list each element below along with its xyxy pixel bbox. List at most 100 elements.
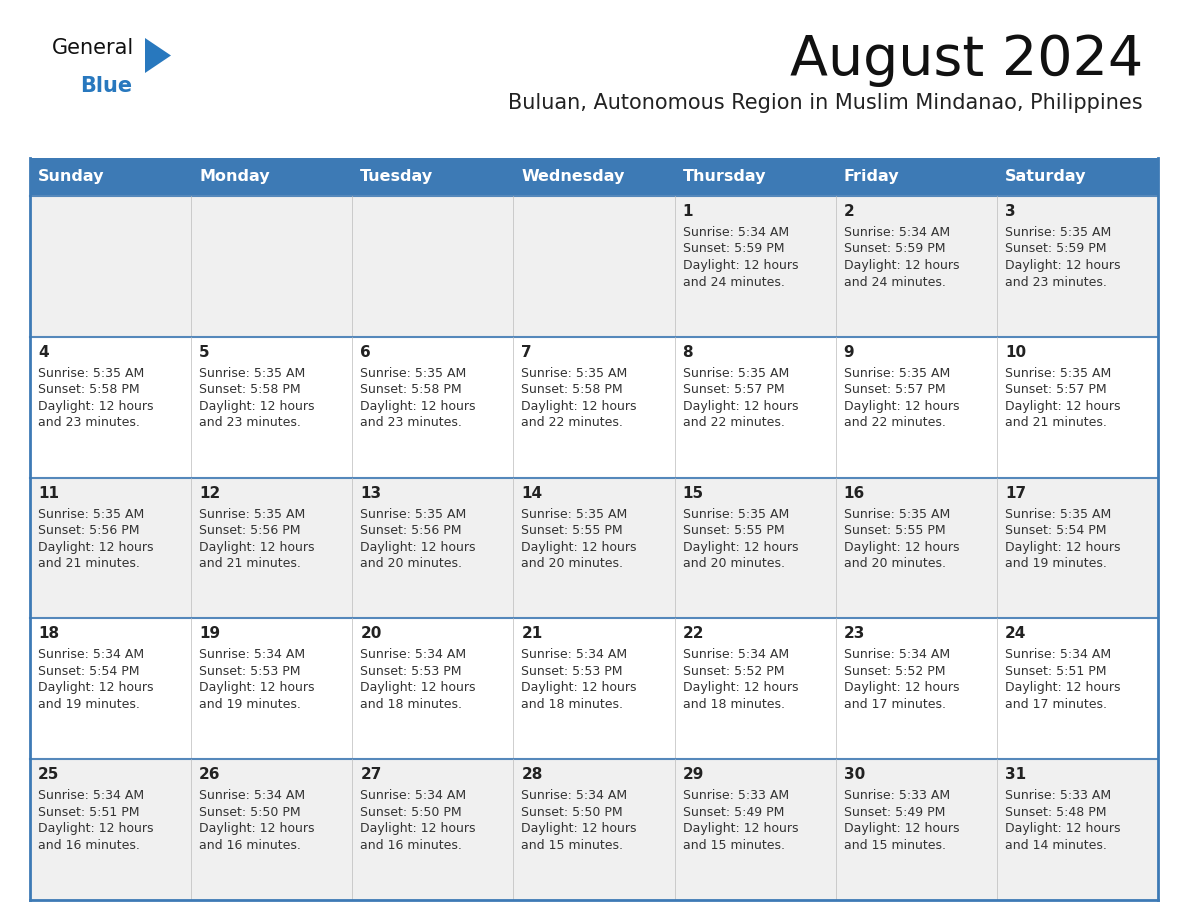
Text: Sunrise: 5:35 AM: Sunrise: 5:35 AM xyxy=(38,508,144,521)
Bar xyxy=(30,196,1158,337)
Text: 11: 11 xyxy=(38,486,59,500)
Text: 29: 29 xyxy=(683,767,704,782)
Text: Daylight: 12 hours: Daylight: 12 hours xyxy=(843,541,959,554)
Text: 17: 17 xyxy=(1005,486,1026,500)
Text: Sunset: 5:58 PM: Sunset: 5:58 PM xyxy=(200,384,301,397)
Text: Sunrise: 5:35 AM: Sunrise: 5:35 AM xyxy=(200,367,305,380)
Text: Sunset: 5:50 PM: Sunset: 5:50 PM xyxy=(360,806,462,819)
Text: Sunrise: 5:33 AM: Sunrise: 5:33 AM xyxy=(843,789,950,802)
Text: and 16 minutes.: and 16 minutes. xyxy=(360,839,462,852)
Text: Saturday: Saturday xyxy=(1005,170,1086,185)
Text: 12: 12 xyxy=(200,486,221,500)
Text: 27: 27 xyxy=(360,767,381,782)
Text: and 20 minutes.: and 20 minutes. xyxy=(522,557,624,570)
Text: Daylight: 12 hours: Daylight: 12 hours xyxy=(683,541,798,554)
Text: 14: 14 xyxy=(522,486,543,500)
Text: Sunset: 5:59 PM: Sunset: 5:59 PM xyxy=(683,242,784,255)
Text: Daylight: 12 hours: Daylight: 12 hours xyxy=(360,400,475,413)
Text: and 21 minutes.: and 21 minutes. xyxy=(1005,416,1107,430)
Text: and 16 minutes.: and 16 minutes. xyxy=(200,839,301,852)
Polygon shape xyxy=(145,38,171,73)
Text: Sunset: 5:49 PM: Sunset: 5:49 PM xyxy=(683,806,784,819)
Text: Daylight: 12 hours: Daylight: 12 hours xyxy=(38,681,153,694)
Text: and 16 minutes.: and 16 minutes. xyxy=(38,839,140,852)
Text: Daylight: 12 hours: Daylight: 12 hours xyxy=(1005,259,1120,272)
Text: 22: 22 xyxy=(683,626,704,642)
Text: and 17 minutes.: and 17 minutes. xyxy=(1005,698,1107,711)
Text: 1: 1 xyxy=(683,204,693,219)
Text: Sunrise: 5:35 AM: Sunrise: 5:35 AM xyxy=(522,508,627,521)
Text: Sunset: 5:54 PM: Sunset: 5:54 PM xyxy=(1005,524,1106,537)
Text: Monday: Monday xyxy=(200,170,270,185)
Text: 30: 30 xyxy=(843,767,865,782)
Text: 10: 10 xyxy=(1005,345,1026,360)
Text: Sunrise: 5:34 AM: Sunrise: 5:34 AM xyxy=(360,648,467,661)
Text: Sunset: 5:57 PM: Sunset: 5:57 PM xyxy=(683,384,784,397)
Text: Daylight: 12 hours: Daylight: 12 hours xyxy=(360,823,475,835)
Text: Sunset: 5:52 PM: Sunset: 5:52 PM xyxy=(843,665,946,677)
Text: 5: 5 xyxy=(200,345,210,360)
Text: and 17 minutes.: and 17 minutes. xyxy=(843,698,946,711)
Text: August 2024: August 2024 xyxy=(790,33,1143,87)
Text: Daylight: 12 hours: Daylight: 12 hours xyxy=(843,823,959,835)
Text: Daylight: 12 hours: Daylight: 12 hours xyxy=(522,823,637,835)
Text: and 23 minutes.: and 23 minutes. xyxy=(1005,275,1107,288)
Text: Sunrise: 5:34 AM: Sunrise: 5:34 AM xyxy=(522,648,627,661)
Text: 3: 3 xyxy=(1005,204,1016,219)
Text: and 15 minutes.: and 15 minutes. xyxy=(843,839,946,852)
Text: and 20 minutes.: and 20 minutes. xyxy=(843,557,946,570)
Bar xyxy=(30,477,1158,619)
Text: and 22 minutes.: and 22 minutes. xyxy=(522,416,624,430)
Text: 26: 26 xyxy=(200,767,221,782)
Text: Sunset: 5:58 PM: Sunset: 5:58 PM xyxy=(522,384,623,397)
Bar xyxy=(30,337,1158,477)
Text: 31: 31 xyxy=(1005,767,1026,782)
Text: and 22 minutes.: and 22 minutes. xyxy=(843,416,946,430)
Text: Sunset: 5:49 PM: Sunset: 5:49 PM xyxy=(843,806,946,819)
Text: Daylight: 12 hours: Daylight: 12 hours xyxy=(683,681,798,694)
Bar xyxy=(353,158,513,196)
Text: Sunset: 5:56 PM: Sunset: 5:56 PM xyxy=(38,524,139,537)
Text: Daylight: 12 hours: Daylight: 12 hours xyxy=(38,541,153,554)
Text: Sunrise: 5:34 AM: Sunrise: 5:34 AM xyxy=(200,789,305,802)
Text: Daylight: 12 hours: Daylight: 12 hours xyxy=(360,541,475,554)
Text: and 23 minutes.: and 23 minutes. xyxy=(200,416,301,430)
Text: Sunrise: 5:35 AM: Sunrise: 5:35 AM xyxy=(38,367,144,380)
Text: 21: 21 xyxy=(522,626,543,642)
Text: and 24 minutes.: and 24 minutes. xyxy=(683,275,784,288)
Text: Sunrise: 5:35 AM: Sunrise: 5:35 AM xyxy=(1005,367,1111,380)
Text: Daylight: 12 hours: Daylight: 12 hours xyxy=(38,823,153,835)
Bar xyxy=(513,158,675,196)
Text: Daylight: 12 hours: Daylight: 12 hours xyxy=(1005,823,1120,835)
Text: Sunrise: 5:34 AM: Sunrise: 5:34 AM xyxy=(360,789,467,802)
Text: 25: 25 xyxy=(38,767,59,782)
Text: Daylight: 12 hours: Daylight: 12 hours xyxy=(683,823,798,835)
Text: 7: 7 xyxy=(522,345,532,360)
Text: Thursday: Thursday xyxy=(683,170,766,185)
Text: and 20 minutes.: and 20 minutes. xyxy=(683,557,784,570)
Text: Daylight: 12 hours: Daylight: 12 hours xyxy=(360,681,475,694)
Text: Sunset: 5:58 PM: Sunset: 5:58 PM xyxy=(38,384,140,397)
Text: and 19 minutes.: and 19 minutes. xyxy=(1005,557,1107,570)
Text: Sunrise: 5:35 AM: Sunrise: 5:35 AM xyxy=(1005,508,1111,521)
Text: and 15 minutes.: and 15 minutes. xyxy=(683,839,784,852)
Text: Daylight: 12 hours: Daylight: 12 hours xyxy=(1005,400,1120,413)
Text: 2: 2 xyxy=(843,204,854,219)
Text: Blue: Blue xyxy=(80,76,132,96)
Text: Sunset: 5:50 PM: Sunset: 5:50 PM xyxy=(522,806,623,819)
Bar xyxy=(835,158,997,196)
Text: Daylight: 12 hours: Daylight: 12 hours xyxy=(38,400,153,413)
Text: Sunset: 5:50 PM: Sunset: 5:50 PM xyxy=(200,806,301,819)
Text: Sunrise: 5:35 AM: Sunrise: 5:35 AM xyxy=(522,367,627,380)
Text: Sunrise: 5:34 AM: Sunrise: 5:34 AM xyxy=(843,226,950,239)
Text: Sunrise: 5:35 AM: Sunrise: 5:35 AM xyxy=(683,367,789,380)
Text: and 23 minutes.: and 23 minutes. xyxy=(38,416,140,430)
Text: Sunrise: 5:34 AM: Sunrise: 5:34 AM xyxy=(38,789,144,802)
Text: Tuesday: Tuesday xyxy=(360,170,434,185)
Text: Daylight: 12 hours: Daylight: 12 hours xyxy=(1005,541,1120,554)
Text: Wednesday: Wednesday xyxy=(522,170,625,185)
Text: Sunset: 5:52 PM: Sunset: 5:52 PM xyxy=(683,665,784,677)
Text: and 15 minutes.: and 15 minutes. xyxy=(522,839,624,852)
Text: Sunset: 5:51 PM: Sunset: 5:51 PM xyxy=(38,806,139,819)
Text: Friday: Friday xyxy=(843,170,899,185)
